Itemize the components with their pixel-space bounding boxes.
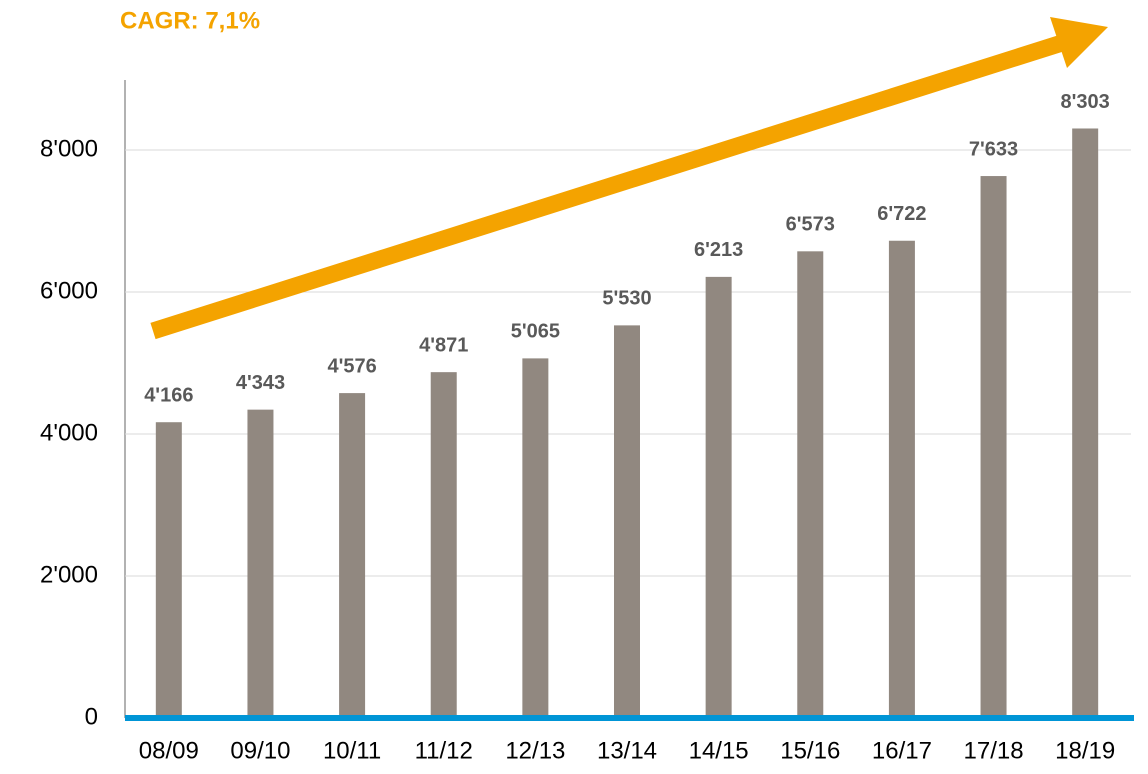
x-tick-label: 08/09 [139, 737, 199, 764]
bar [339, 393, 366, 718]
bar [888, 240, 915, 718]
x-tick-label: 17/18 [964, 737, 1024, 764]
x-tick-label: 11/12 [415, 737, 473, 764]
value-label: 4'166 [144, 384, 193, 406]
annotation: CAGR: 7,1% [120, 7, 260, 34]
bar [705, 276, 732, 718]
x-tick-label: 09/10 [230, 737, 290, 764]
y-tick-label: 2'000 [40, 561, 98, 588]
bar [247, 409, 274, 718]
arrow-shaft [150, 34, 1065, 340]
y-tick-label: 8'000 [40, 135, 98, 162]
value-label: 8'303 [1061, 91, 1110, 113]
y-tick-label: 0 [85, 703, 98, 730]
bar [1072, 128, 1099, 718]
value-label: 6'573 [786, 214, 835, 236]
value-label: 6'213 [694, 239, 743, 261]
bar [155, 422, 182, 718]
value-label: 7'633 [969, 138, 1018, 160]
x-tick-label: 14/15 [689, 737, 749, 764]
bar [797, 251, 824, 718]
bar [430, 372, 457, 718]
x-tick-label: 18/19 [1055, 737, 1115, 764]
x-tick-label: 16/17 [872, 737, 932, 764]
arrow-head [1050, 17, 1108, 68]
y-tick-label: 6'000 [40, 277, 98, 304]
value-label: 4'343 [236, 372, 285, 394]
value-label: 5'530 [602, 288, 651, 310]
x-tick-label: 12/13 [505, 737, 565, 764]
x-tick-label: 10/11 [323, 737, 381, 764]
bar [522, 358, 549, 718]
value-label: 5'065 [511, 321, 560, 343]
trend-arrow [150, 17, 1108, 340]
x-tick-label: 15/16 [780, 737, 840, 764]
bar [980, 176, 1007, 718]
bar [614, 325, 640, 718]
value-label: 6'722 [877, 203, 926, 225]
x-tick-label: 13/14 [597, 737, 657, 764]
y-tick-label: 4'000 [40, 419, 98, 446]
value-label: 4'576 [327, 355, 376, 377]
value-label: 4'871 [419, 334, 468, 356]
